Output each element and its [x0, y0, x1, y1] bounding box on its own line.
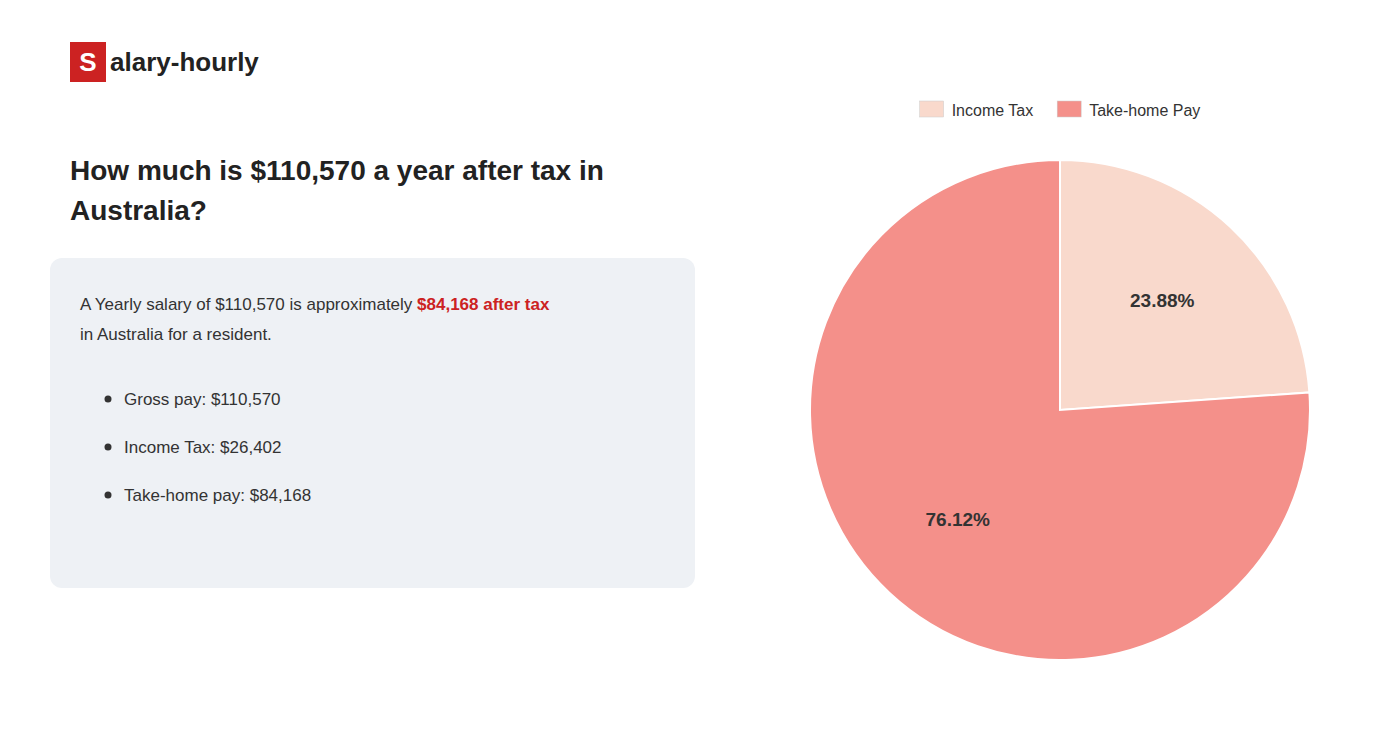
logo-text: alary-hourly — [110, 47, 259, 77]
legend: Income Tax Take-home Pay — [920, 101, 1201, 119]
bullet-dot — [105, 492, 112, 499]
slices — [810, 160, 1310, 660]
bullet-dot — [105, 396, 112, 403]
legend-item: Income Tax — [920, 101, 1034, 119]
pie-slice — [810, 160, 1310, 660]
pie-slice — [1060, 160, 1309, 410]
info-box — [50, 258, 695, 588]
title: How much is $110,570 a year after tax in… — [70, 155, 604, 226]
data-label: 76.12% — [926, 509, 991, 530]
legend-label: Take-home Pay — [1089, 102, 1200, 119]
bullet-text: Take-home pay: $84,168 — [124, 486, 311, 505]
info-line: A Yearly salary of $110,570 is approxima… — [80, 295, 550, 314]
chart: Salary-hourly How much is $110,570 a year… — [0, 0, 1400, 750]
legend-swatch — [1057, 101, 1081, 117]
legend-item: Take-home Pay — [1057, 101, 1200, 119]
legend-label: Income Tax — [952, 102, 1034, 119]
info-highlight: $84,168 after tax — [417, 295, 550, 314]
text-panel: Salary-hourly How much is $110,570 a year… — [50, 42, 695, 588]
data-labels: 23.88% 76.12% — [926, 290, 1195, 530]
data-label: 23.88% — [1130, 290, 1195, 311]
bullet-dot — [105, 444, 112, 451]
bullet-text: Income Tax: $26,402 — [124, 438, 282, 457]
logo-box — [70, 42, 106, 82]
pie: 23.88% 76.12% — [810, 160, 1310, 660]
bullet-text: Gross pay: $110,570 — [124, 390, 281, 409]
logo-letter: S — [79, 47, 96, 77]
legend-swatch — [920, 101, 944, 117]
info-line: in Australia for a resident. — [80, 325, 272, 344]
info-text: A Yearly salary of $110,570 is approxima… — [80, 295, 417, 314]
